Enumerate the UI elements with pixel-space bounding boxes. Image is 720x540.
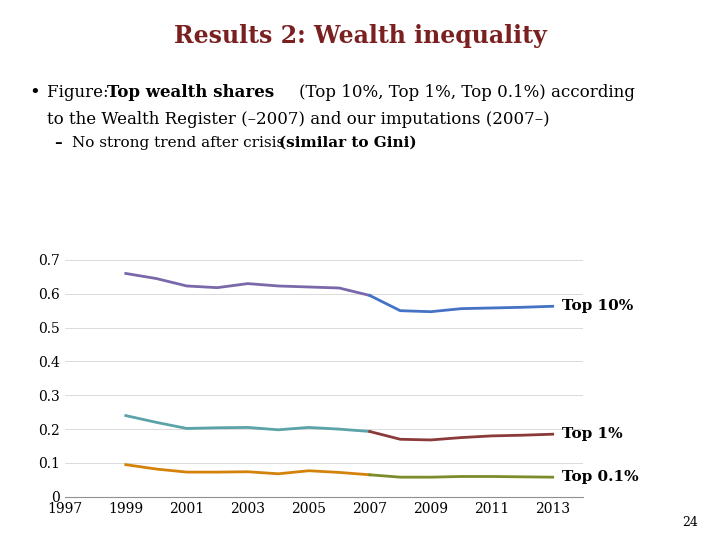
- Text: Top 10%: Top 10%: [562, 299, 633, 313]
- Text: (Top 10%, Top 1%, Top 0.1%) according: (Top 10%, Top 1%, Top 0.1%) according: [299, 84, 634, 100]
- Text: No strong trend after crisis: No strong trend after crisis: [72, 136, 289, 150]
- Text: –: –: [54, 136, 62, 150]
- Text: Figure:: Figure:: [47, 84, 114, 100]
- Text: Top 1%: Top 1%: [562, 427, 623, 441]
- Text: Top 0.1%: Top 0.1%: [562, 470, 639, 484]
- Text: Top wealth shares: Top wealth shares: [107, 84, 274, 100]
- Text: 24: 24: [683, 516, 698, 529]
- Text: to the Wealth Register (–2007) and our imputations (2007–): to the Wealth Register (–2007) and our i…: [47, 111, 549, 127]
- Text: (similar to Gini): (similar to Gini): [279, 136, 417, 150]
- Text: Results 2: Wealth inequality: Results 2: Wealth inequality: [174, 24, 546, 48]
- Text: •: •: [29, 84, 40, 102]
